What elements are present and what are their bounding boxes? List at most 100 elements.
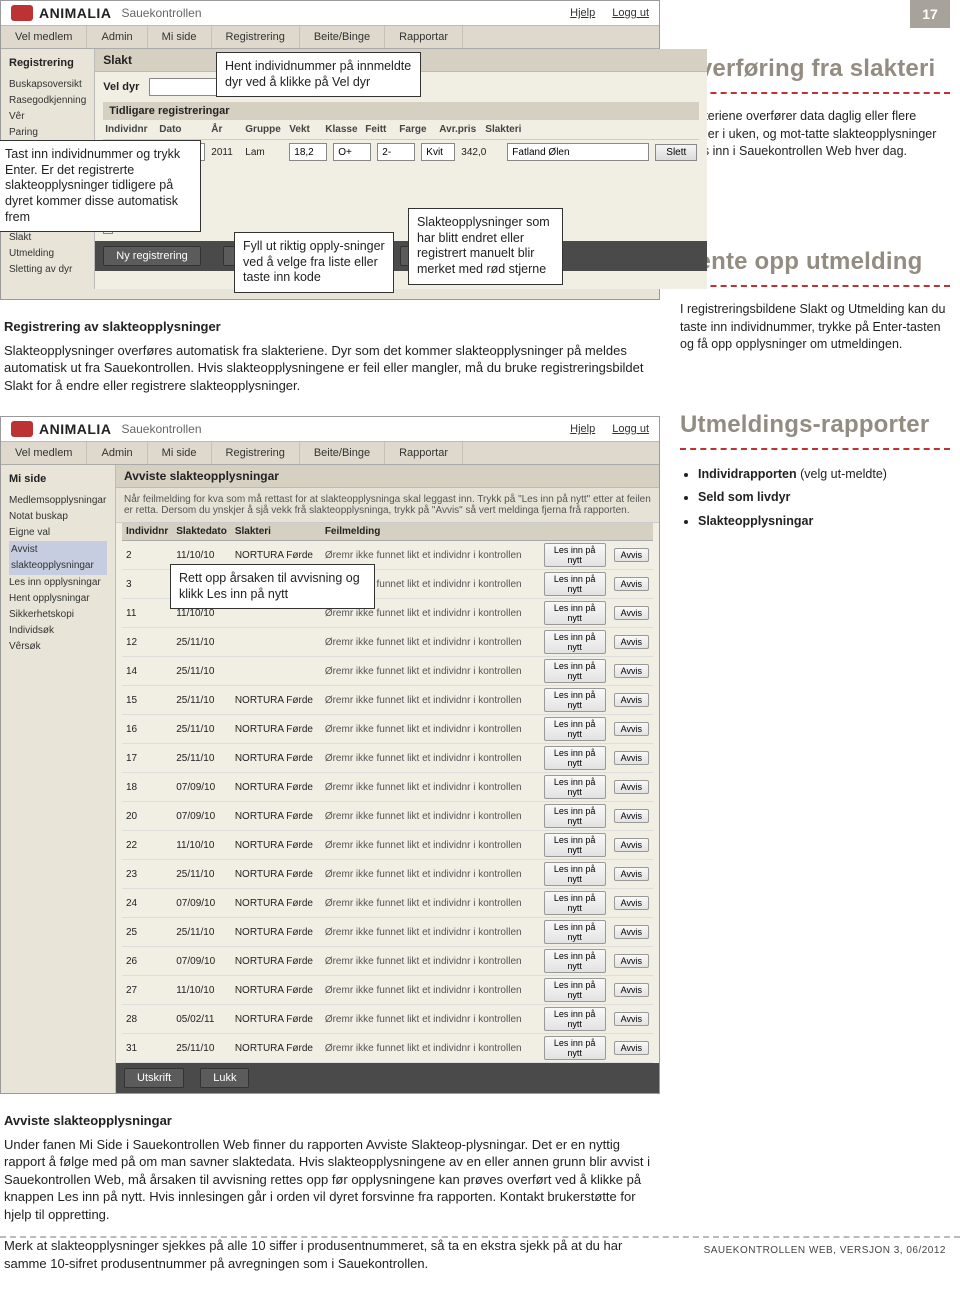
- les-inn-button[interactable]: Les inn på nytt: [544, 891, 606, 915]
- tab-registrering[interactable]: Registrering: [212, 26, 300, 48]
- table-row: 2525/11/10NORTURA FørdeØremr ikke funnet…: [122, 918, 653, 947]
- link-logout[interactable]: Logg ut: [612, 423, 649, 435]
- brand-product: Sauekontrollen: [121, 422, 201, 436]
- cell-feitt[interactable]: [377, 143, 415, 161]
- les-inn-button[interactable]: Les inn på nytt: [544, 1007, 606, 1031]
- les-inn-button[interactable]: Les inn på nytt: [544, 630, 606, 654]
- sidebar-item[interactable]: Notat buskap: [9, 509, 107, 525]
- avvis-button[interactable]: Avvis: [614, 635, 649, 649]
- footer-text: SAUEKONTROLLEN WEB, VERSJON 3, 06/2012: [704, 1245, 946, 1256]
- avvis-button[interactable]: Avvis: [614, 548, 649, 562]
- screenshot-2-group: ANIMALIA Sauekontrollen Hjelp Logg ut Ve…: [0, 416, 660, 1094]
- avvis-button[interactable]: Avvis: [614, 838, 649, 852]
- link-logout[interactable]: Logg ut: [612, 7, 649, 19]
- tab-rapportar[interactable]: Rapportar: [385, 26, 463, 48]
- les-inn-button[interactable]: Les inn på nytt: [544, 1036, 606, 1060]
- avvis-button[interactable]: Avvis: [614, 983, 649, 997]
- les-inn-button[interactable]: Les inn på nytt: [544, 688, 606, 712]
- sidebar-item[interactable]: Utmelding: [9, 246, 86, 262]
- avvis-button[interactable]: Avvis: [614, 954, 649, 968]
- les-inn-button[interactable]: Les inn på nytt: [544, 746, 606, 770]
- slett-button[interactable]: Slett: [655, 144, 697, 161]
- les-inn-button[interactable]: Les inn på nytt: [544, 717, 606, 741]
- les-inn-button[interactable]: Les inn på nytt: [544, 833, 606, 857]
- brand-icon: [11, 421, 33, 437]
- dash-separator: [680, 448, 950, 450]
- tab-miside[interactable]: Mi side: [148, 442, 212, 464]
- sidebar-item[interactable]: Vêrsøk: [9, 639, 107, 655]
- avvis-button[interactable]: Avvis: [614, 1041, 649, 1055]
- tab-beite[interactable]: Beite/Binge: [300, 442, 385, 464]
- tab-beite[interactable]: Beite/Binge: [300, 26, 385, 48]
- avvis-button[interactable]: Avvis: [614, 577, 649, 591]
- les-inn-button[interactable]: Les inn på nytt: [544, 949, 606, 973]
- avvis-button[interactable]: Avvis: [614, 751, 649, 765]
- avvis-button[interactable]: Avvis: [614, 606, 649, 620]
- sidebar-item-active[interactable]: Avvist slakteopplysningar: [9, 541, 107, 575]
- tab-registrering[interactable]: Registrering: [212, 442, 300, 464]
- cell-vekt[interactable]: [289, 143, 327, 161]
- link-help[interactable]: Hjelp: [570, 7, 595, 19]
- avvis-button[interactable]: Avvis: [614, 780, 649, 794]
- app2-window: ANIMALIA Sauekontrollen Hjelp Logg ut Ve…: [0, 416, 660, 1094]
- avvis-button[interactable]: Avvis: [614, 809, 649, 823]
- list-item: Slakteopplysningar: [698, 511, 950, 532]
- les-inn-button[interactable]: Les inn på nytt: [544, 659, 606, 683]
- sidebar-item[interactable]: Vêr: [9, 109, 86, 125]
- callout-2-1: Rett opp årsaken til avvisning og klikk …: [170, 564, 375, 609]
- sidebar-item[interactable]: Sikkerhetskopi: [9, 607, 107, 623]
- les-inn-button[interactable]: Les inn på nytt: [544, 862, 606, 886]
- les-inn-button[interactable]: Les inn på nytt: [544, 543, 606, 567]
- sidebar-item[interactable]: Rasegodkjenning: [9, 93, 86, 109]
- footer-rule: [0, 1236, 960, 1238]
- sidebar-title: Registrering: [9, 55, 86, 73]
- les-inn-button[interactable]: Les inn på nytt: [544, 775, 606, 799]
- sidebar-item[interactable]: Les inn opplysningar: [9, 575, 107, 591]
- tab-miside[interactable]: Mi side: [148, 26, 212, 48]
- cell-klasse[interactable]: [333, 143, 371, 161]
- sidebar-item[interactable]: Eigne val: [9, 525, 107, 541]
- table-row: 2607/09/10NORTURA FørdeØremr ikke funnet…: [122, 947, 653, 976]
- tab-velmedlem[interactable]: Vel medlem: [1, 26, 87, 48]
- les-inn-button[interactable]: Les inn på nytt: [544, 920, 606, 944]
- dash-separator: [680, 92, 950, 94]
- list-item: Seld som livdyr: [698, 487, 950, 508]
- right-t2: I registreringsbildene Slakt og Utmeldin…: [680, 301, 950, 354]
- avvis-button[interactable]: Avvis: [614, 925, 649, 939]
- body2-p2: Merk at slakteopplysninger sjekkes på al…: [4, 1237, 656, 1272]
- avvis-button[interactable]: Avvis: [614, 722, 649, 736]
- les-inn-button[interactable]: Les inn på nytt: [544, 804, 606, 828]
- sidebar-item[interactable]: Individsøk: [9, 623, 107, 639]
- link-help[interactable]: Hjelp: [570, 423, 595, 435]
- tab-rapportar[interactable]: Rapportar: [385, 442, 463, 464]
- cell-farge[interactable]: [421, 143, 455, 161]
- sidebar-item[interactable]: Buskapsoversikt: [9, 77, 86, 93]
- sidebar-item[interactable]: Paring: [9, 125, 86, 141]
- sidebar-item[interactable]: Sletting av dyr: [9, 262, 86, 278]
- btn-ny[interactable]: Ny registrering: [103, 246, 201, 266]
- body-section-2: Avviste slakteopplysningar Under fanen M…: [4, 1112, 656, 1272]
- avvis-button[interactable]: Avvis: [614, 693, 649, 707]
- btn-utskrift[interactable]: Utskrift: [124, 1068, 184, 1088]
- avvis-button[interactable]: Avvis: [614, 867, 649, 881]
- sidebar-item[interactable]: Medlemsopplysningar: [9, 493, 107, 509]
- table-row: 2711/10/10NORTURA FørdeØremr ikke funnet…: [122, 976, 653, 1005]
- les-inn-button[interactable]: Les inn på nytt: [544, 572, 606, 596]
- tab-admin[interactable]: Admin: [87, 442, 147, 464]
- avvis-button[interactable]: Avvis: [614, 1012, 649, 1026]
- avvis-button[interactable]: Avvis: [614, 664, 649, 678]
- avvis-button[interactable]: Avvis: [614, 896, 649, 910]
- right-t1: Slakteriene overfører data daglig eller …: [680, 108, 950, 161]
- les-inn-button[interactable]: Les inn på nytt: [544, 601, 606, 625]
- btn-lukk[interactable]: Lukk: [200, 1068, 249, 1088]
- sidebar-item[interactable]: Hent opplysningar: [9, 591, 107, 607]
- right-h3: Utmeldings-rapporter: [680, 412, 950, 438]
- page-number: 17: [910, 0, 950, 28]
- tab-admin[interactable]: Admin: [87, 26, 147, 48]
- body1-heading: Registrering av slakteopplysninger: [4, 319, 221, 334]
- right-h1: Overføring fra slakteri: [680, 56, 950, 82]
- tab-velmedlem[interactable]: Vel medlem: [1, 442, 87, 464]
- les-inn-button[interactable]: Les inn på nytt: [544, 978, 606, 1002]
- table-row: 2805/02/11NORTURA FørdeØremr ikke funnet…: [122, 1005, 653, 1034]
- cell-slakteri[interactable]: [507, 143, 649, 161]
